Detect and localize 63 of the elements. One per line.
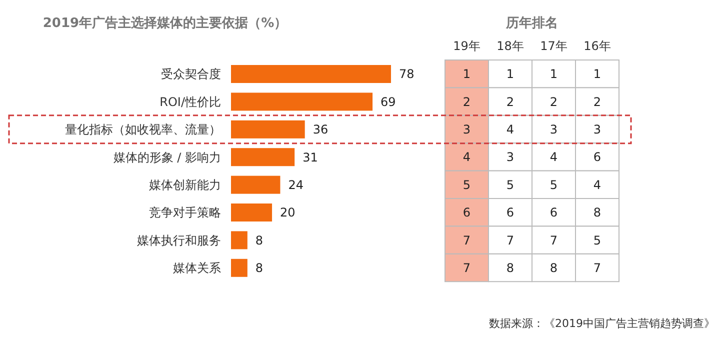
- bar: [231, 176, 280, 194]
- data-label: 7: [506, 233, 514, 248]
- x-tick-label: 17年: [540, 39, 568, 53]
- data-label: 78: [399, 67, 414, 82]
- data-label: 6: [506, 206, 514, 220]
- data-label: 5: [593, 233, 602, 248]
- data-label: 1: [593, 67, 602, 82]
- y-tick-label: 媒体的形象 / 影响力: [113, 150, 221, 164]
- data-label: 1: [550, 67, 558, 82]
- data-label: 7: [462, 260, 471, 275]
- data-label: 8: [506, 260, 514, 275]
- data-label: 2: [506, 94, 514, 109]
- data-label: 5: [462, 178, 471, 192]
- data-label: 2: [550, 94, 558, 109]
- data-label: 2: [593, 94, 602, 109]
- data-label: 3: [550, 122, 558, 136]
- data-label: 4: [550, 150, 558, 164]
- bar: [231, 92, 373, 111]
- data-label: 3: [593, 122, 602, 136]
- bar: [231, 120, 305, 138]
- x-tick-label: 16年: [584, 39, 611, 53]
- bar: [231, 204, 272, 222]
- data-label: 7: [593, 260, 602, 275]
- data-label: 3: [506, 150, 514, 164]
- x-tick-label: 18年: [496, 39, 524, 53]
- bar: [231, 148, 295, 166]
- data-label: 6: [593, 150, 602, 164]
- data-label: 7: [550, 233, 558, 248]
- y-tick-label: 受众契合度: [161, 67, 221, 82]
- data-label: 24: [288, 178, 304, 192]
- chart-title: 2019年广告主选择媒体的主要依据（%）: [42, 15, 288, 31]
- data-label: 8: [255, 233, 264, 248]
- data-label: 69: [380, 94, 396, 109]
- data-label: 4: [506, 122, 514, 136]
- bar: [231, 231, 248, 250]
- data-label: 7: [462, 233, 471, 248]
- data-label: 36: [312, 122, 328, 137]
- y-tick-label: 媒体关系: [173, 261, 221, 276]
- data-label: 1: [506, 67, 514, 82]
- data-label: 5: [506, 178, 514, 192]
- data-label: 8: [255, 261, 264, 276]
- data-label: 1: [462, 67, 471, 82]
- y-tick-label: 媒体执行和服务: [137, 233, 221, 248]
- data-label: 20: [280, 206, 296, 220]
- data-label: 8: [550, 260, 558, 275]
- data-label: 4: [593, 178, 602, 192]
- source-note: 数据来源：《2019中国广告主营销趋势调查》: [489, 317, 715, 330]
- y-tick-label: 量化指标（如收视率、流量）: [65, 122, 221, 137]
- data-label: 2: [462, 94, 471, 109]
- data-label: 6: [462, 206, 471, 220]
- x-tick-label: 19年: [453, 39, 480, 53]
- y-tick-label: 竞争对手策略: [149, 206, 221, 220]
- chart-title: 历年排名: [505, 16, 558, 31]
- data-label: 6: [550, 206, 558, 220]
- data-label: 31: [302, 150, 318, 164]
- bar: [231, 65, 391, 83]
- data-label: 4: [462, 150, 471, 164]
- y-tick-label: 媒体创新能力: [149, 178, 221, 192]
- data-label: 5: [550, 178, 558, 192]
- data-label: 3: [462, 122, 471, 136]
- y-tick-label: ROI/性价比: [160, 94, 221, 109]
- bar: [231, 258, 248, 277]
- data-label: 8: [593, 206, 602, 220]
